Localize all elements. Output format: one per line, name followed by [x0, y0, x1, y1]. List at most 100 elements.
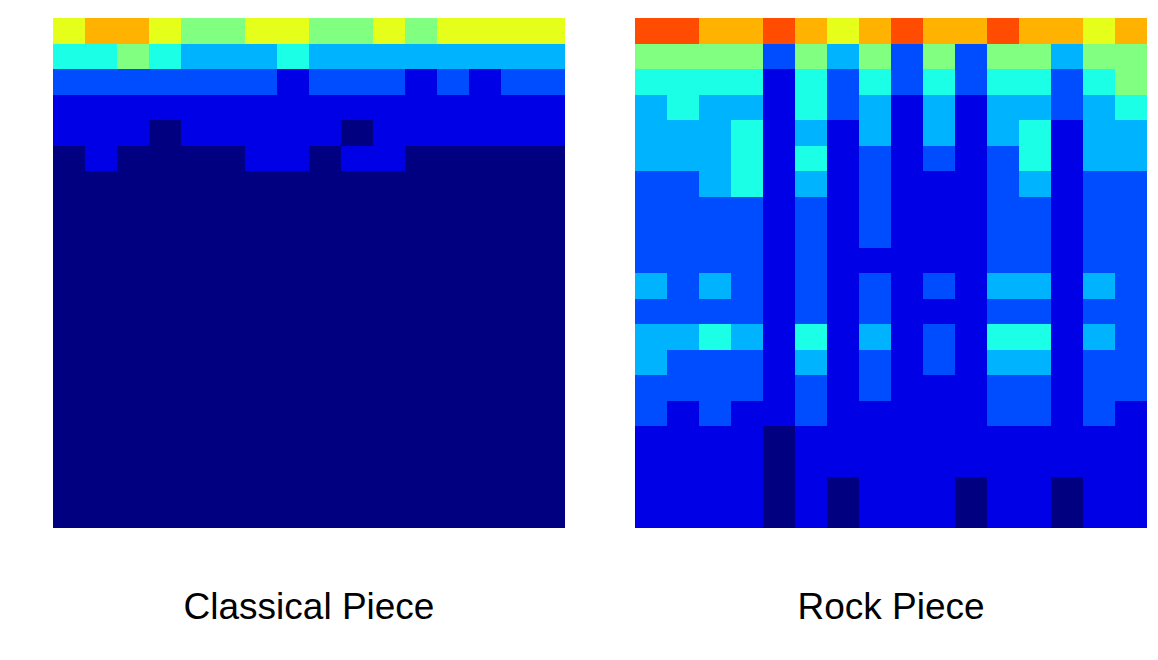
cell: [341, 146, 374, 172]
cell: [859, 273, 892, 299]
cell: [923, 146, 956, 172]
cell: [533, 120, 565, 146]
cell: [1115, 452, 1147, 478]
cell: [405, 120, 438, 146]
cell: [795, 273, 828, 299]
cell: [149, 299, 182, 325]
cell: [891, 350, 924, 376]
cell: [955, 452, 988, 478]
cell: [149, 95, 182, 121]
cell: [181, 299, 214, 325]
cell: [955, 18, 988, 44]
cell: [309, 120, 342, 146]
cell: [1019, 299, 1052, 325]
cell: [245, 324, 278, 350]
cell: [1115, 503, 1147, 529]
cell: [667, 273, 700, 299]
cell: [923, 375, 956, 401]
cell: [699, 477, 732, 503]
cell: [373, 477, 406, 503]
cell: [373, 401, 406, 427]
cell: [245, 44, 278, 70]
cell: [667, 375, 700, 401]
cell: [731, 452, 764, 478]
cell: [533, 426, 565, 452]
cell: [859, 44, 892, 70]
cell: [469, 375, 502, 401]
cell: [891, 248, 924, 274]
cell: [533, 375, 565, 401]
cell: [763, 401, 796, 427]
cell: [373, 248, 406, 274]
cell: [923, 299, 956, 325]
cell: [405, 95, 438, 121]
cell: [1115, 44, 1147, 70]
cell: [277, 452, 310, 478]
cell: [635, 120, 668, 146]
cell: [437, 171, 470, 197]
cell: [533, 248, 565, 274]
cell: [501, 120, 534, 146]
cell: [501, 426, 534, 452]
cell: [85, 299, 118, 325]
cell: [309, 248, 342, 274]
cell: [859, 248, 892, 274]
cell: [763, 273, 796, 299]
cell: [53, 69, 86, 95]
cell: [1051, 44, 1084, 70]
cell: [85, 426, 118, 452]
cell: [987, 375, 1020, 401]
cell: [795, 222, 828, 248]
cell: [373, 324, 406, 350]
cell: [117, 273, 150, 299]
cell: [181, 452, 214, 478]
cell: [923, 503, 956, 529]
cell: [437, 222, 470, 248]
cell: [341, 273, 374, 299]
cell: [891, 197, 924, 223]
cell: [1019, 69, 1052, 95]
cell: [341, 452, 374, 478]
cell: [1083, 18, 1116, 44]
cell: [117, 222, 150, 248]
cell: [667, 401, 700, 427]
cell: [795, 69, 828, 95]
cell: [277, 401, 310, 427]
cell: [955, 477, 988, 503]
cell: [213, 375, 246, 401]
cell: [795, 44, 828, 70]
cell: [795, 452, 828, 478]
cell: [827, 222, 860, 248]
cell: [667, 95, 700, 121]
cell: [213, 299, 246, 325]
cell: [213, 273, 246, 299]
cell: [1115, 477, 1147, 503]
cell: [699, 273, 732, 299]
cell: [437, 375, 470, 401]
cell: [635, 146, 668, 172]
cell: [277, 222, 310, 248]
cell: [309, 69, 342, 95]
cell: [501, 299, 534, 325]
cell: [1051, 197, 1084, 223]
cell: [987, 503, 1020, 529]
cell: [699, 146, 732, 172]
cell: [859, 452, 892, 478]
cell: [85, 401, 118, 427]
cell: [1051, 18, 1084, 44]
cell: [213, 44, 246, 70]
cell: [699, 44, 732, 70]
cell: [859, 146, 892, 172]
cell: [469, 503, 502, 529]
cell: [763, 248, 796, 274]
cell: [341, 95, 374, 121]
cell: [53, 222, 86, 248]
cell: [699, 69, 732, 95]
cell: [699, 426, 732, 452]
cell: [117, 350, 150, 376]
cell: [923, 248, 956, 274]
cell: [469, 95, 502, 121]
cell: [309, 95, 342, 121]
cell: [469, 273, 502, 299]
cell: [923, 95, 956, 121]
